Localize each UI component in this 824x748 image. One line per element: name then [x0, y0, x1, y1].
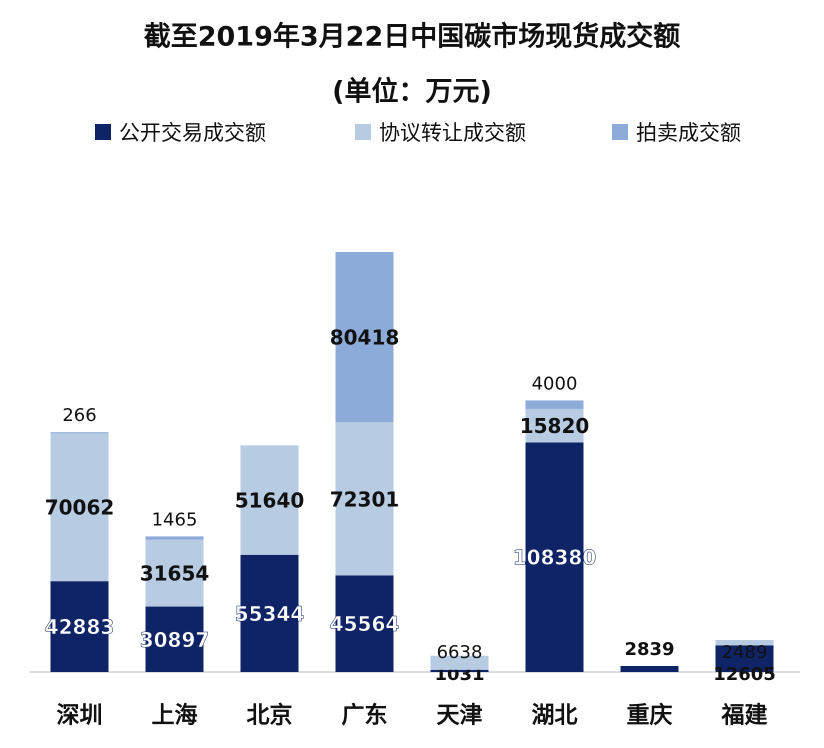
value-label: 51640: [235, 489, 305, 513]
legend-swatch: [612, 124, 628, 140]
bar-segment: [335, 422, 394, 576]
value-label: 266: [62, 405, 96, 426]
x-tick-label: 广东: [342, 702, 388, 729]
x-tick-label: 天津: [437, 702, 483, 729]
x-tick-label: 上海: [152, 702, 198, 729]
chart-title: 截至2019年3月22日中国碳市场现货成交额: [144, 21, 681, 53]
bar-segment: [50, 432, 109, 582]
x-tick-label: 福建: [721, 703, 768, 729]
bar-segment: [240, 554, 299, 672]
bar-segment: [50, 581, 109, 672]
bar-segment: [620, 665, 679, 672]
value-label: 15820: [520, 414, 590, 438]
value-label: 70062: [45, 495, 115, 519]
bar-segment: [525, 408, 584, 443]
x-tick-label: 深圳: [57, 703, 103, 729]
bar-segment: [335, 575, 394, 672]
value-label: 72301: [330, 487, 400, 511]
chart-subtitle: (单位：万元): [332, 76, 492, 108]
value-label: 6638: [437, 642, 483, 663]
x-tick-label: 重庆: [627, 702, 673, 729]
bar-segment: [240, 445, 299, 555]
legend-swatch: [95, 124, 111, 140]
value-label: 45564: [330, 612, 400, 636]
bar-segment: [335, 252, 394, 423]
bar-segment: [715, 645, 774, 672]
value-label: 30897: [140, 628, 210, 652]
legend-label: 拍卖成交额: [636, 121, 741, 145]
x-tick-label: 北京: [247, 702, 293, 729]
bar-segment: [145, 539, 204, 607]
value-label: 4000: [532, 373, 578, 394]
bar-segment: [50, 432, 109, 434]
legend-swatch: [355, 124, 371, 140]
value-label: 55344: [235, 602, 305, 626]
bar-segment: [715, 640, 774, 646]
value-label: 108380: [513, 546, 597, 570]
x-tick-label: 湖北: [532, 703, 578, 729]
value-label: 1465: [152, 509, 198, 530]
bar-segment: [145, 606, 204, 672]
bar-segment: [525, 442, 584, 672]
bar-segment: [525, 400, 584, 409]
value-label: 31654: [140, 562, 210, 586]
legend-label: 公开交易成交额: [119, 121, 266, 145]
value-label: 2489: [722, 642, 768, 663]
value-label: 2839: [624, 639, 674, 660]
value-label: 42883: [45, 615, 115, 639]
legend-label: 协议转让成交额: [379, 121, 526, 145]
bar-segment: [430, 655, 489, 670]
bar-segment: [430, 669, 489, 672]
value-label: 80418: [330, 326, 400, 350]
bar-segment: [145, 536, 204, 540]
value-label: 12605: [713, 664, 776, 685]
